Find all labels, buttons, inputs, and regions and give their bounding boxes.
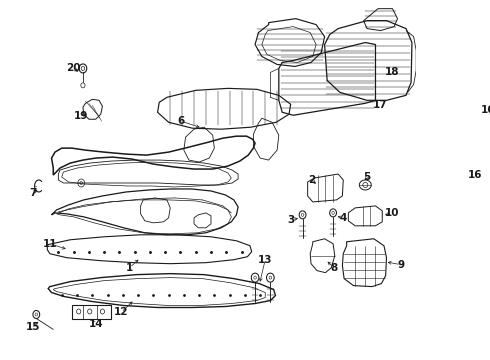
Text: 17: 17	[373, 100, 388, 110]
Text: 20: 20	[66, 63, 81, 73]
Text: 11: 11	[43, 239, 57, 249]
Text: 18: 18	[385, 67, 400, 77]
Text: 5: 5	[364, 172, 370, 182]
Text: 7: 7	[29, 188, 37, 198]
Text: 19: 19	[74, 111, 88, 121]
Text: 16: 16	[481, 105, 490, 115]
Text: 13: 13	[258, 255, 272, 265]
Text: 14: 14	[88, 319, 103, 329]
Text: 9: 9	[397, 260, 404, 270]
Text: 4: 4	[340, 213, 347, 223]
Text: 2: 2	[308, 175, 316, 185]
Text: 10: 10	[385, 208, 400, 218]
Text: 1: 1	[126, 263, 133, 273]
Text: 12: 12	[114, 307, 128, 318]
Text: 3: 3	[287, 215, 294, 225]
Text: 15: 15	[25, 323, 40, 332]
Text: 6: 6	[178, 116, 185, 126]
Text: 8: 8	[330, 263, 338, 273]
Text: 16: 16	[468, 170, 483, 180]
